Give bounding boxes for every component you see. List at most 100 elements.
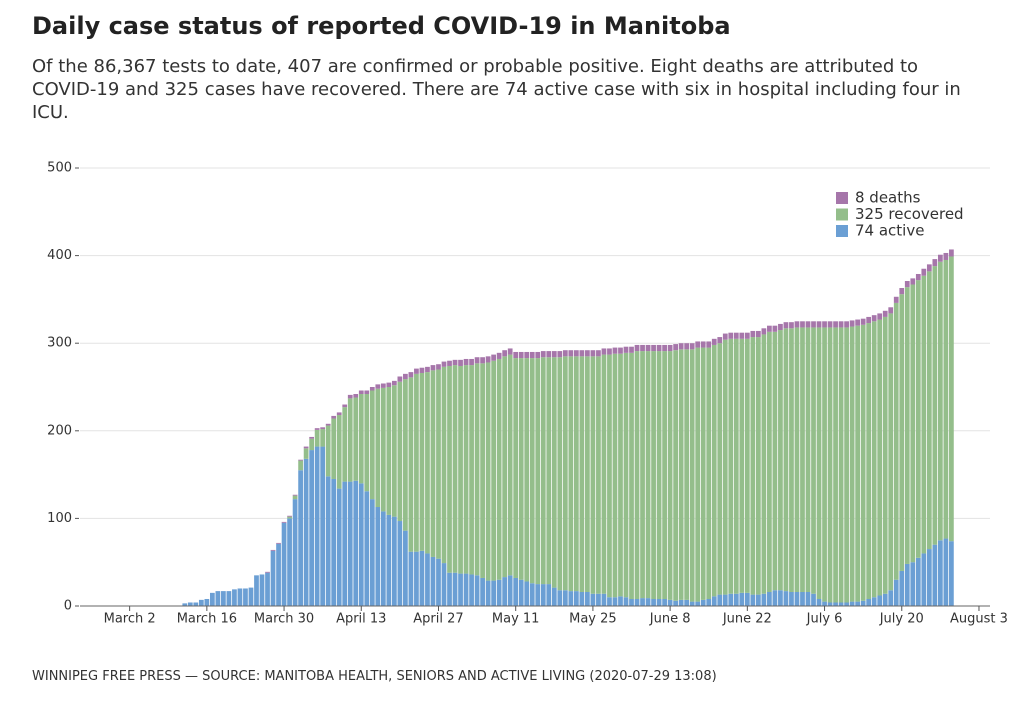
bar-segment: [441, 563, 447, 606]
bar-segment: [469, 365, 474, 575]
bar-segment: [849, 326, 855, 602]
bar-segment: [568, 350, 574, 357]
bar-segment: [673, 344, 679, 351]
bar-segment: [838, 602, 844, 606]
bar-segment: [651, 351, 656, 599]
bar-segment: [949, 541, 954, 606]
y-tick-label: 300: [47, 336, 72, 351]
bar-segment: [507, 575, 513, 606]
bar-segment: [425, 366, 430, 373]
bar-segment: [767, 591, 772, 606]
bar-segment: [667, 344, 673, 352]
bar-segment: [733, 338, 739, 594]
bar-segment: [535, 351, 541, 359]
bar-segment: [827, 321, 833, 328]
bar-segment: [298, 470, 303, 606]
bar-segment: [811, 321, 816, 328]
bar-segment: [298, 459, 303, 461]
bar-segment: [789, 328, 794, 592]
bar-segment: [535, 584, 541, 606]
x-tick-label: March 30: [254, 612, 314, 627]
bar-segment: [684, 343, 690, 350]
bar-segment: [458, 573, 463, 606]
bar-segment: [684, 349, 690, 600]
bar-segment: [502, 350, 508, 357]
bar-segment: [226, 591, 232, 606]
bar-segment: [347, 398, 353, 482]
bar-segment: [640, 351, 645, 599]
bar-segment: [430, 556, 436, 606]
bar-segment: [221, 591, 226, 606]
bar-segment: [193, 602, 199, 606]
bar-segment: [408, 377, 414, 552]
bar-segment: [380, 387, 386, 512]
bar-segment: [391, 516, 397, 606]
bar-segment: [551, 351, 557, 358]
bar-segment: [270, 549, 276, 551]
y-tick-label: 400: [47, 248, 72, 263]
y-tick-label: 500: [47, 161, 72, 176]
bar-segment: [314, 429, 320, 447]
y-tick-label: 200: [47, 423, 72, 438]
bar-segment: [910, 278, 916, 285]
bar-segment: [755, 337, 761, 595]
bar-segment: [607, 597, 612, 606]
bar-segment: [662, 598, 667, 606]
bar-segment: [463, 573, 469, 606]
bar-segment: [364, 390, 370, 395]
bar-segment: [585, 591, 590, 606]
legend-label: 8 deaths: [855, 189, 921, 207]
bar-segment: [888, 307, 894, 314]
bar-segment: [369, 499, 375, 606]
bar-segment: [634, 351, 640, 599]
bar-segment: [209, 592, 215, 606]
bar-segment: [744, 332, 750, 339]
bar-segment: [414, 368, 419, 374]
bar-segment: [629, 346, 634, 353]
legend-swatch: [836, 192, 848, 204]
bar-segment: [469, 358, 474, 366]
bar-segment: [596, 356, 601, 594]
bar-segment: [893, 579, 899, 606]
bar-segment: [331, 415, 337, 419]
bar-segment: [866, 316, 872, 324]
bar-segment: [949, 256, 954, 542]
bar-segment: [529, 351, 535, 359]
bar-segment: [601, 593, 607, 606]
bar-segment: [529, 583, 535, 606]
legend-swatch: [836, 225, 848, 237]
bar-segment: [816, 327, 822, 599]
bar-segment: [513, 577, 519, 606]
bar-segment: [579, 350, 585, 357]
bar-segment: [778, 590, 783, 606]
bar-segment: [607, 348, 612, 355]
bar-segment: [524, 351, 530, 359]
bar-segment: [888, 313, 894, 591]
bar-segment: [358, 394, 364, 484]
bar-segment: [700, 599, 706, 606]
bar-segment: [755, 330, 761, 338]
bar-segment: [331, 478, 337, 606]
bar-segment: [717, 594, 723, 606]
bar-segment: [772, 325, 778, 332]
bar-segment: [187, 602, 193, 606]
bar-segment: [447, 365, 452, 573]
bar-segment: [695, 347, 701, 602]
bar-segment: [546, 351, 552, 358]
bar-segment: [436, 364, 441, 370]
bar-segment: [882, 316, 888, 594]
bar-segment: [612, 347, 618, 354]
bar-segment: [778, 323, 783, 331]
bar-segment: [540, 584, 546, 606]
chart-subtitle: Of the 86,367 tests to date, 407 are con…: [32, 56, 961, 123]
bar-segment: [893, 296, 899, 303]
x-tick-label: August 3: [950, 612, 1008, 627]
bar-segment: [711, 338, 717, 345]
bar-segment: [783, 328, 789, 592]
bar-segment: [651, 598, 656, 606]
bar-segment: [932, 266, 938, 545]
bar-segment: [430, 370, 436, 557]
bar-segment: [761, 334, 767, 594]
bar-segment: [458, 365, 463, 574]
